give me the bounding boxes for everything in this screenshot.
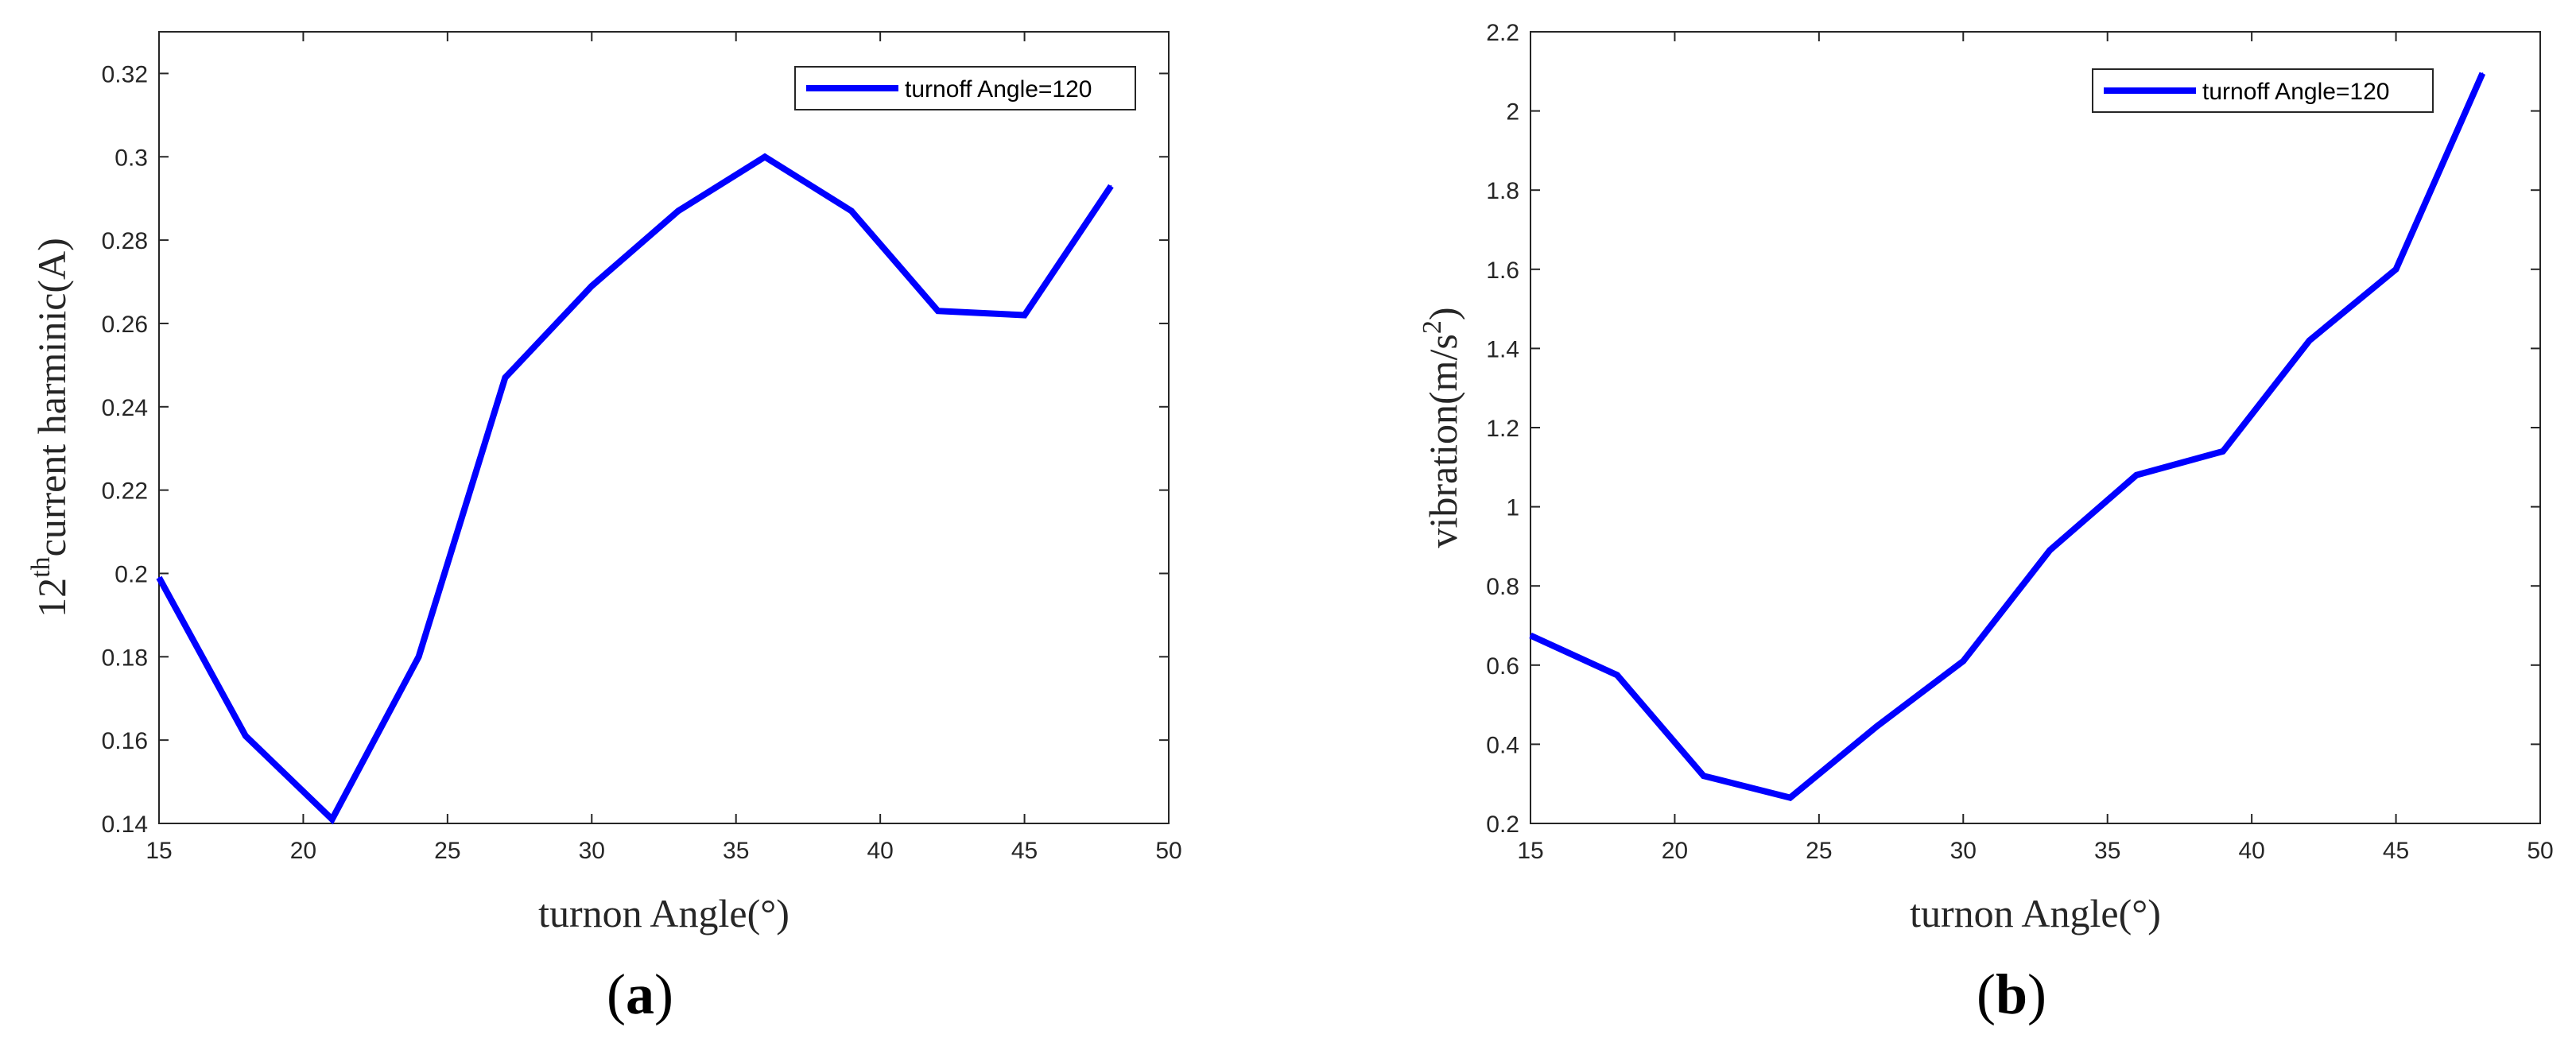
y-tick-label: 0.3 bbox=[114, 145, 148, 171]
data-point bbox=[158, 576, 160, 579]
data-point bbox=[2308, 339, 2310, 342]
y-tick-label: 0.4 bbox=[1486, 732, 1519, 758]
caption-a-close: ) bbox=[654, 963, 673, 1026]
data-point bbox=[591, 285, 593, 287]
y-axis-label-b-pre: vibration(m/s bbox=[1421, 334, 1465, 548]
data-point bbox=[417, 656, 420, 658]
y-ticks-b: 0.2 0.4 0.6 0.8 1 1.2 1.4 1.6 1.8 2 2.2 bbox=[1486, 20, 2540, 838]
x-tick-label: 15 bbox=[145, 838, 172, 864]
x-tick-label: 30 bbox=[579, 838, 605, 864]
data-point bbox=[764, 156, 766, 158]
x-tick-label: 40 bbox=[2238, 838, 2264, 864]
y-tick-label: 0.8 bbox=[1486, 574, 1519, 600]
y-tick-label: 0.18 bbox=[102, 645, 148, 671]
x-tick-label: 50 bbox=[1155, 838, 1181, 864]
y-tick-label: 1.8 bbox=[1486, 178, 1519, 204]
x-tick-label: 45 bbox=[1011, 838, 1038, 864]
panel-caption-b: (b) bbox=[1977, 963, 2046, 1026]
legend-b: turnoff Angle=120 bbox=[2092, 68, 2434, 113]
x-tick-label: 35 bbox=[2094, 838, 2120, 864]
x-tick-label: 35 bbox=[723, 838, 749, 864]
y-axis-label-a: 12thcurrent harminic(A) bbox=[26, 238, 74, 618]
data-point bbox=[677, 210, 680, 212]
y-tick-label: 1 bbox=[1506, 495, 1519, 521]
chart-panel-a: 15 20 25 30 35 40 45 50 0.14 0.16 0.18 0.2 0.22 0.24… bbox=[26, 31, 1182, 1026]
plot-area-a bbox=[158, 31, 1170, 824]
data-point bbox=[331, 818, 333, 820]
legend-label-b: turnoff Angle=120 bbox=[2202, 79, 2390, 105]
x-tick-label: 50 bbox=[2527, 838, 2553, 864]
y-axis-label-a-sup: th bbox=[26, 556, 56, 577]
panel-caption-a: (a) bbox=[607, 963, 673, 1026]
x-tick-label: 25 bbox=[434, 838, 460, 864]
caption-a-letter: a bbox=[626, 963, 654, 1026]
x-tick-label: 20 bbox=[1662, 838, 1688, 864]
x-tick-label: 30 bbox=[1950, 838, 1977, 864]
series-line-b bbox=[1529, 72, 2486, 801]
caption-a-open: ( bbox=[607, 963, 626, 1026]
y-tick-label: 0.32 bbox=[102, 61, 148, 87]
y-tick-label: 0.24 bbox=[102, 395, 148, 421]
y-ticks-a: 0.14 0.16 0.18 0.2 0.22 0.24 0.26 0.28 0.3 0.32 bbox=[102, 61, 1169, 838]
data-point bbox=[937, 310, 939, 312]
y-tick-label: 0.6 bbox=[1486, 653, 1519, 680]
y-axis-label-a-pre: 12 bbox=[29, 578, 74, 618]
y-tick-label: 0.22 bbox=[102, 478, 148, 505]
y-tick-label: 0.26 bbox=[102, 312, 148, 338]
data-point bbox=[2136, 474, 2137, 476]
series-group-a bbox=[156, 153, 1114, 825]
y-axis-label-a-post: current harminic(A) bbox=[29, 238, 74, 556]
x-tick-label: 15 bbox=[1517, 838, 1543, 864]
data-point bbox=[850, 210, 852, 212]
caption-b-close: ) bbox=[2027, 963, 2046, 1026]
y-tick-label: 0.28 bbox=[102, 228, 148, 254]
series-line-a bbox=[156, 153, 1114, 825]
x-tick-label: 45 bbox=[2383, 838, 2409, 864]
data-point bbox=[2049, 549, 2051, 552]
y-tick-label: 0.16 bbox=[102, 728, 148, 754]
plot-area-b bbox=[1530, 31, 2541, 824]
data-point bbox=[2395, 268, 2397, 270]
x-ticks-b: 15 20 25 30 35 40 45 50 bbox=[1517, 32, 2554, 864]
data-point bbox=[1110, 185, 1112, 187]
x-axis-label-b: turnon Angle(°) bbox=[1910, 891, 2161, 935]
data-point bbox=[1876, 726, 1878, 727]
data-point bbox=[1962, 660, 1965, 662]
data-point bbox=[2481, 72, 2484, 75]
series-group-b bbox=[1529, 72, 2486, 801]
y-tick-label: 1.4 bbox=[1486, 336, 1519, 362]
legend-label-a: turnoff Angle=120 bbox=[905, 76, 1092, 103]
data-point bbox=[1023, 314, 1026, 316]
data-point bbox=[2221, 450, 2224, 452]
y-tick-label: 0.2 bbox=[1486, 812, 1519, 838]
x-tick-label: 40 bbox=[867, 838, 893, 864]
data-point bbox=[1789, 796, 1791, 799]
caption-b-open: ( bbox=[1977, 963, 1996, 1026]
y-tick-label: 2.2 bbox=[1486, 20, 1519, 46]
y-tick-label: 0.2 bbox=[114, 561, 148, 587]
data-point bbox=[1530, 634, 1531, 637]
x-ticks-a: 15 20 25 30 35 40 45 50 bbox=[145, 32, 1182, 864]
y-tick-label: 1.2 bbox=[1486, 416, 1519, 442]
y-tick-label: 0.14 bbox=[102, 812, 148, 838]
data-point bbox=[244, 734, 246, 737]
data-point bbox=[504, 377, 506, 379]
caption-b-letter: b bbox=[1996, 963, 2027, 1026]
y-axis-label-b: vibration(m/s2) bbox=[1418, 307, 1465, 548]
legend-a: turnoff Angle=120 bbox=[794, 66, 1136, 110]
x-axis-label-a: turnon Angle(°) bbox=[538, 891, 789, 935]
x-tick-label: 20 bbox=[290, 838, 316, 864]
chart-panel-b: 15 20 25 30 35 40 45 50 0.20.40.60.811.21.41.61… bbox=[1418, 20, 2554, 1026]
data-point bbox=[1616, 674, 1618, 676]
y-axis-label-b-sup: 2 bbox=[1418, 320, 1447, 334]
y-axis-label-b-post: ) bbox=[1421, 307, 1465, 320]
y-tick-label: 2 bbox=[1506, 99, 1519, 126]
data-point bbox=[1702, 775, 1705, 777]
y-tick-label: 1.6 bbox=[1486, 258, 1519, 284]
x-tick-label: 25 bbox=[1806, 838, 1832, 864]
